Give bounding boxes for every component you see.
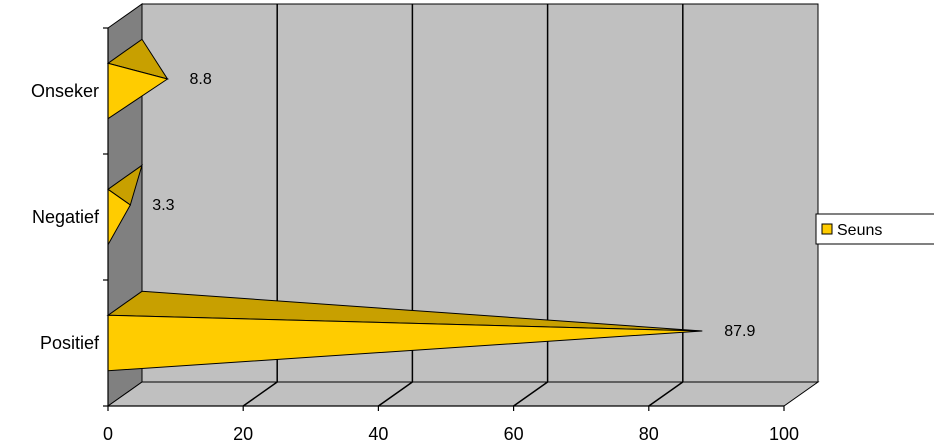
x-tick-label: 80 — [639, 424, 659, 444]
floor-gridline — [242, 381, 278, 407]
x-tick-label: 0 — [103, 424, 113, 444]
x-tick-label: 40 — [368, 424, 388, 444]
x-tick-label: 100 — [769, 424, 799, 444]
x-ticks: 0 20 40 60 80 100 — [103, 406, 799, 444]
x-tick-label: 60 — [504, 424, 524, 444]
data-label: 3.3 — [152, 197, 174, 214]
legend-label: Seuns — [837, 222, 882, 239]
legend: Seuns — [815, 213, 934, 245]
legend-box — [815, 213, 934, 245]
legend-swatch — [821, 223, 833, 235]
floor-gridline — [377, 381, 413, 407]
floor-gridline — [513, 381, 549, 407]
data-labels: 87.9 3.3 8.8 — [152, 71, 755, 340]
floor — [106, 381, 820, 407]
data-label: 8.8 — [189, 71, 211, 88]
category-label: Negatief — [32, 207, 100, 227]
floor-gridline — [648, 381, 684, 407]
category-label: Onseker — [31, 81, 99, 101]
x-tick-label: 20 — [233, 424, 253, 444]
y-ticks — [103, 27, 108, 407]
category-label: Positief — [40, 333, 100, 353]
category-labels: Positief Negatief Onseker — [31, 81, 100, 353]
bars — [106, 38, 703, 372]
data-label: 87.9 — [724, 323, 755, 340]
